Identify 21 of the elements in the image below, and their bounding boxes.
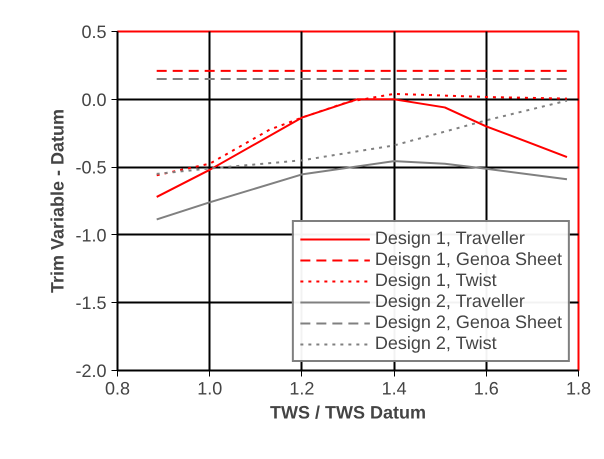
y-tick-label: -1.5 bbox=[75, 293, 107, 314]
legend-label: Deisgn 1, Genoa Sheet bbox=[374, 249, 562, 270]
x-tick-label: 1.4 bbox=[382, 378, 407, 398]
line-series bbox=[156, 160, 568, 220]
legend-label: Design 1, Twist bbox=[374, 270, 497, 291]
y-tick-label: -0.5 bbox=[75, 158, 107, 178]
legend-label: Design 1, Traveller bbox=[374, 228, 525, 249]
legend-label: Design 2, Genoa Sheet bbox=[374, 312, 562, 333]
y-tick-label: -1.0 bbox=[75, 225, 107, 246]
y-axis-title: Trim Variable - Datum bbox=[47, 108, 68, 294]
x-axis-title: TWS / TWS Datum bbox=[270, 402, 426, 422]
x-tick-label: 1.6 bbox=[474, 378, 499, 398]
y-tick-label: -2.0 bbox=[75, 361, 107, 381]
y-tick-label: 0.5 bbox=[81, 22, 107, 42]
x-tick-label: 1.0 bbox=[197, 378, 222, 398]
x-tick-label: 1.8 bbox=[566, 378, 592, 398]
legend-label: Design 2, Traveller bbox=[374, 291, 525, 312]
y-tick-label: 0.0 bbox=[81, 90, 107, 110]
legend-label: Design 2, Twist bbox=[374, 333, 497, 354]
x-tick-label: 0.8 bbox=[104, 378, 130, 398]
x-tick-label: 1.2 bbox=[289, 378, 314, 398]
